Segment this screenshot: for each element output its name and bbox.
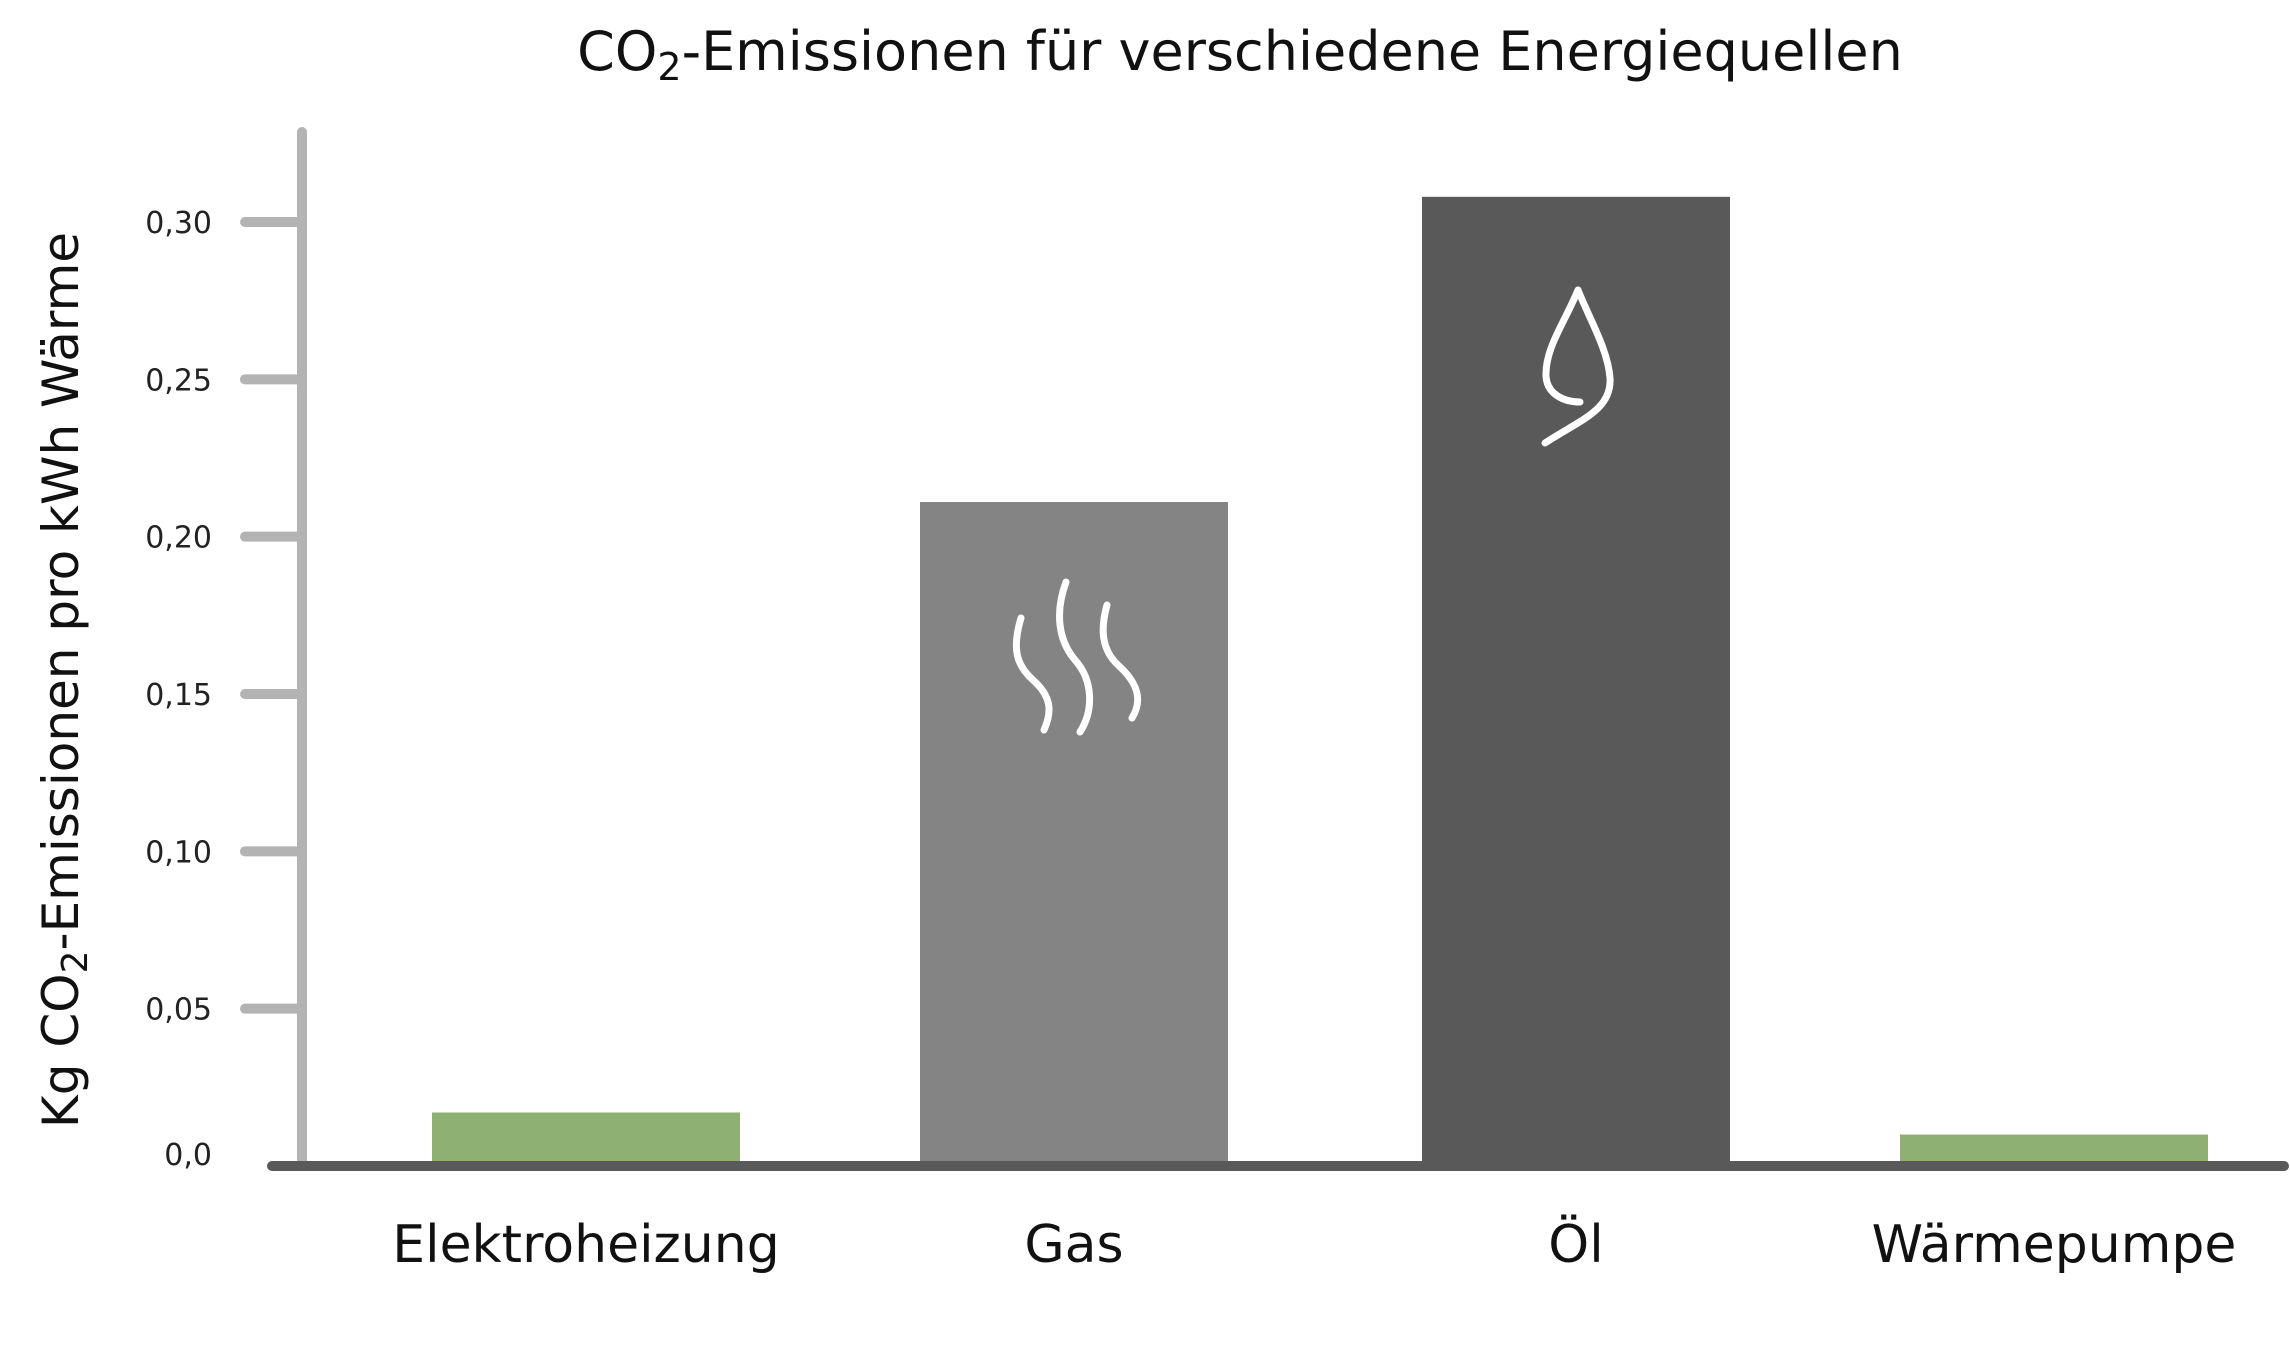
bar-gas [920, 502, 1228, 1166]
x-category-label: Öl [1548, 1214, 1603, 1275]
y-tick-label: 0,10 [145, 835, 212, 870]
bar-ol [1422, 196, 1730, 1166]
steam-line [1012, 614, 1053, 734]
x-category-label: Wärmepumpe [1872, 1215, 2237, 1275]
x-category-label: Elektroheizung [392, 1215, 779, 1275]
y-axis-label-suffix: -Emissionen pro kWh Wärme [32, 232, 90, 951]
chart-title-prefix: CO [577, 20, 657, 83]
y-axis-label: Kg CO2-Emissionen pro kWh Wärme [32, 232, 96, 1128]
y-tick-label: 0,05 [145, 993, 212, 1028]
y-tick-label: 0,25 [145, 363, 212, 398]
chart-title-subscript: 2 [657, 45, 681, 89]
y-tick-label: 0,15 [145, 678, 212, 713]
steam-icon [1012, 578, 1142, 736]
y-axis-label-subscript: 2 [55, 950, 96, 973]
y-tick-label: 0,30 [145, 206, 212, 241]
y-axis-label-prefix: Kg CO [32, 973, 90, 1128]
y-tick-label: 0,20 [145, 521, 212, 556]
bar-elektroheizung [432, 1112, 740, 1166]
y-tick-label: 0,0 [164, 1138, 212, 1173]
x-axis-category-labels: Elektroheizung Gas Öl Wärmepumpe [392, 1214, 2236, 1275]
steam-line [1099, 601, 1142, 722]
chart-title-suffix: -Emissionen für verschiedene Energiequel… [682, 20, 1903, 83]
bars [432, 196, 2208, 1166]
x-category-label: Gas [1024, 1215, 1123, 1275]
steam-line [1056, 578, 1093, 736]
chart-title: CO2-Emissionen für verschiedene Energieq… [577, 20, 1903, 89]
drop-icon [1541, 286, 1614, 447]
bar-warmepumpe [1900, 1134, 2208, 1166]
y-axis-ticks: 0,0 0,05 0,10 0,15 0,20 0,25 0,30 [145, 206, 307, 1173]
